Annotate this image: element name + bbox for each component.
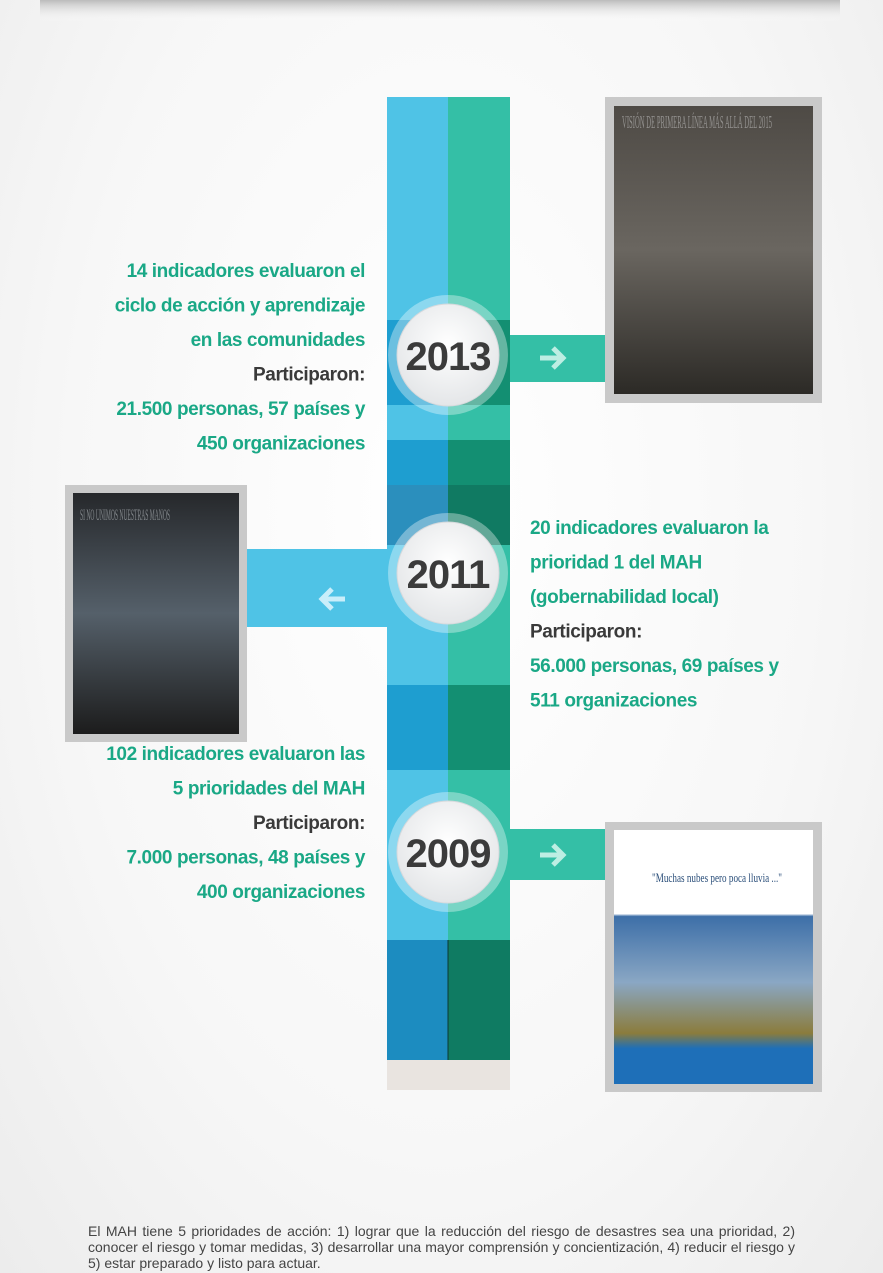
year-label: 2009 — [406, 832, 491, 876]
cover-title: VISIÓN DE PRIMERA LÍNEA MÁS ALLÁ DEL 201… — [622, 111, 772, 132]
cover-title: SI NO UNIMOS NUESTRAS MANOS — [80, 507, 170, 524]
headline: (gobernabilidad local) — [530, 587, 719, 608]
stats: 21.500 personas, 57 países y — [116, 399, 365, 420]
headline: prioridad 1 del MAH — [530, 553, 702, 574]
stats: 56.000 personas, 69 países y — [530, 656, 779, 677]
cover-image — [614, 106, 813, 394]
stats: 511 organizaciones — [530, 691, 697, 712]
headline: 20 indicadores evaluaron la — [530, 518, 769, 539]
headline: 5 prioridades del MAH — [173, 779, 365, 800]
participants-label: Participaron: — [530, 622, 642, 643]
year-circle — [396, 800, 500, 904]
stats: 400 organizaciones — [197, 882, 365, 903]
cover-image — [73, 493, 239, 734]
headline: en las comunidades — [191, 330, 365, 351]
headline: 14 indicadores evaluaron el — [127, 261, 365, 282]
cover-image — [614, 830, 813, 1084]
year-circle — [396, 303, 500, 407]
stats: 7.000 personas, 48 países y — [127, 848, 366, 869]
footnote: El MAH tiene 5 prioridades de acción: 1)… — [88, 1223, 795, 1271]
year-circle — [396, 521, 500, 625]
top-shadow — [40, 0, 840, 22]
headline: 102 indicadores evaluaron las — [106, 744, 365, 765]
headline: ciclo de acción y aprendizaje — [115, 296, 365, 317]
participants-label: Participaron: — [253, 365, 365, 386]
year-label: 2011 — [407, 553, 491, 597]
cover-title: "Muchas nubes pero poca lluvia ..." — [652, 870, 782, 885]
year-label: 2013 — [406, 335, 491, 379]
covers — [65, 97, 822, 1092]
connectors — [245, 335, 607, 880]
stats: 450 organizaciones — [197, 434, 365, 455]
participants-label: Participaron: — [253, 813, 365, 834]
